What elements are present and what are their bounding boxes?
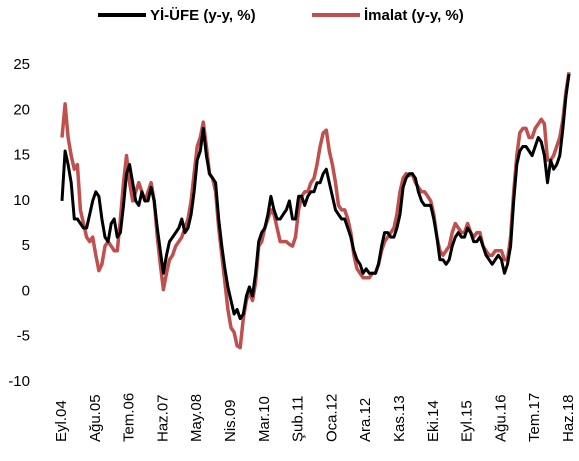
x-tick-label: Haz.07	[154, 394, 171, 442]
series-line	[60, 71, 571, 350]
y-tick-label: 25	[13, 56, 30, 73]
y-tick-label: 20	[13, 101, 30, 118]
x-tick-label: Tem.06	[121, 393, 138, 442]
legend-label: İmalat (y-y, %)	[364, 7, 464, 24]
x-tick-label: Tem.17	[526, 393, 543, 442]
x-tick-label: Haz.18	[560, 394, 577, 442]
x-tick-label: Eki.14	[425, 400, 442, 442]
x-tick-label: Mar.10	[256, 396, 273, 442]
y-tick-label: 0	[22, 282, 30, 299]
x-tick-label: Ağu.05	[87, 394, 104, 442]
x-tick-label: Ağu.16	[492, 394, 509, 442]
x-tick-label: Eyl.15	[459, 400, 476, 442]
legend-label: Yİ-ÜFE (y-y, %)	[150, 7, 256, 24]
x-tick-label: May.08	[188, 394, 205, 442]
y-tick-label: -5	[17, 328, 30, 345]
x-tick-label: Şub.11	[290, 396, 307, 442]
y-tick-label: -10	[8, 373, 30, 390]
y-tick-label: 15	[13, 147, 30, 164]
x-tick-label: Eyl.04	[53, 400, 70, 442]
y-tick-label: 10	[13, 192, 30, 209]
x-tick-label: Nis.09	[222, 399, 239, 442]
y-tick-label: 5	[22, 237, 30, 254]
x-tick-label: Kas.13	[391, 395, 408, 442]
x-tick-label: Ara.12	[357, 398, 374, 442]
series-line	[60, 73, 571, 321]
x-tick-label: Oca.12	[323, 394, 340, 442]
